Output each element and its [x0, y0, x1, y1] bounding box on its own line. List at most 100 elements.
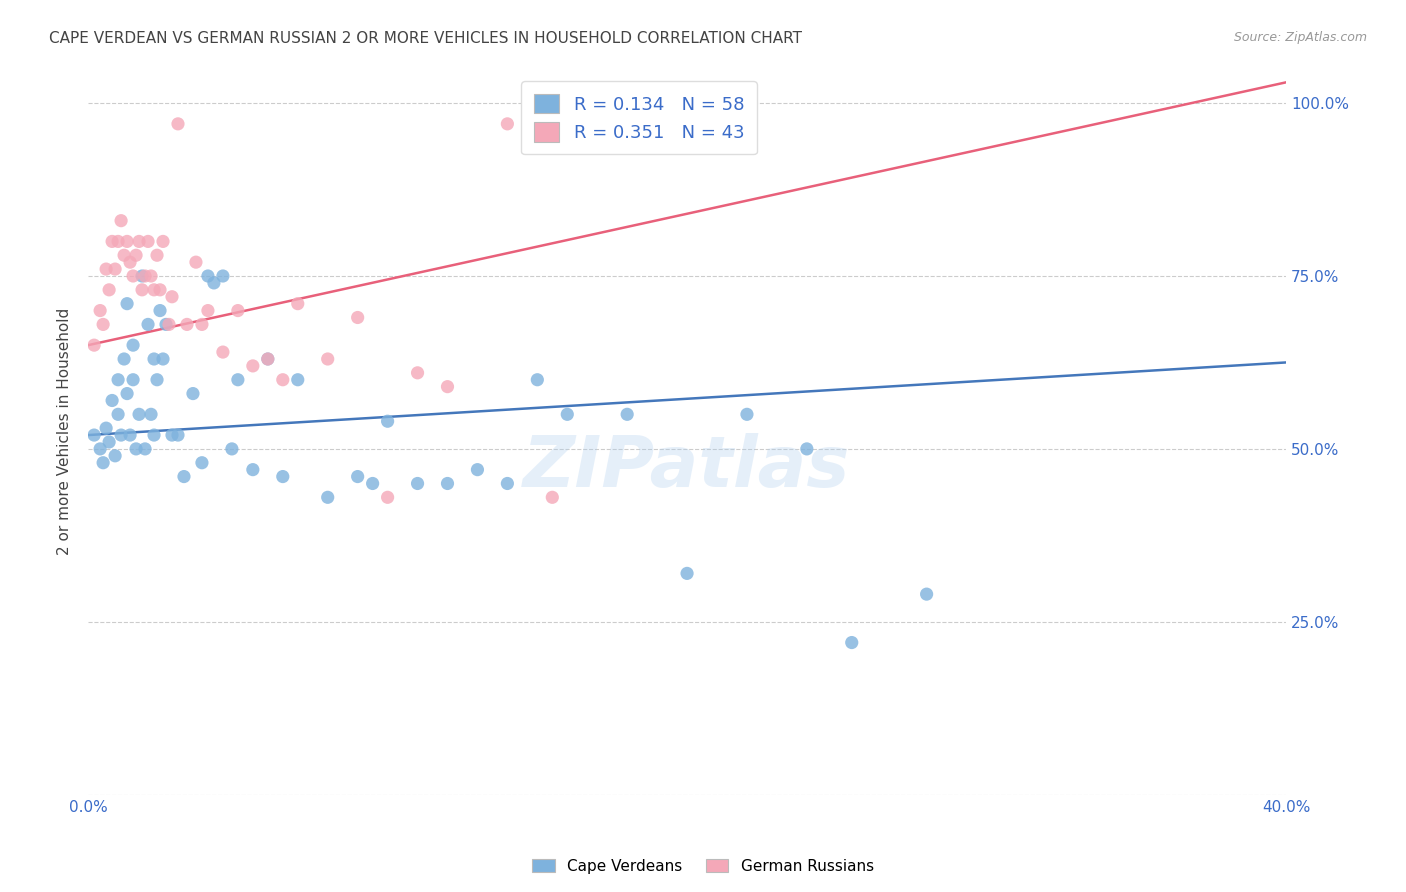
Text: CAPE VERDEAN VS GERMAN RUSSIAN 2 OR MORE VEHICLES IN HOUSEHOLD CORRELATION CHART: CAPE VERDEAN VS GERMAN RUSSIAN 2 OR MORE…: [49, 31, 803, 46]
Point: [115, 386, 138, 401]
Point: [101, 235, 124, 249]
Point: [125, 248, 148, 262]
Point: [122, 338, 145, 352]
Point: [197, 303, 219, 318]
Point: [107, 407, 129, 421]
Point: [91, 456, 114, 470]
Point: [83, 338, 105, 352]
Point: [112, 248, 135, 262]
Point: [136, 318, 159, 332]
Point: [120, 255, 142, 269]
Point: [94, 262, 117, 277]
Point: [287, 296, 309, 310]
Point: [157, 318, 180, 332]
Point: [160, 290, 183, 304]
Point: [122, 373, 145, 387]
Point: [406, 366, 429, 380]
Point: [167, 117, 190, 131]
Point: [104, 449, 127, 463]
Point: [149, 283, 172, 297]
Point: [107, 235, 129, 249]
Point: [101, 393, 124, 408]
Point: [128, 235, 150, 249]
Point: [316, 491, 339, 505]
Point: [316, 351, 339, 366]
Point: [467, 463, 489, 477]
Point: [676, 566, 699, 581]
Point: [271, 373, 294, 387]
Point: [152, 351, 174, 366]
Point: [120, 428, 142, 442]
Point: [143, 428, 166, 442]
Point: [155, 318, 177, 332]
Point: [98, 434, 121, 449]
Point: [346, 310, 368, 325]
Point: [125, 442, 148, 456]
Point: [287, 373, 309, 387]
Text: ZIPatlas: ZIPatlas: [523, 434, 851, 502]
Legend: Cape Verdeans, German Russians: Cape Verdeans, German Russians: [526, 853, 880, 880]
Point: [555, 407, 578, 421]
Point: [146, 248, 169, 262]
Point: [143, 283, 166, 297]
Point: [173, 469, 195, 483]
Point: [181, 386, 204, 401]
Point: [83, 428, 105, 442]
Point: [191, 456, 214, 470]
Point: [212, 268, 235, 283]
Point: [226, 373, 249, 387]
Point: [496, 117, 519, 131]
Point: [377, 414, 399, 428]
Point: [256, 351, 278, 366]
Point: [202, 276, 225, 290]
Point: [616, 407, 638, 421]
Text: Source: ZipAtlas.com: Source: ZipAtlas.com: [1233, 31, 1367, 45]
Point: [139, 268, 162, 283]
Point: [115, 296, 138, 310]
Point: [176, 318, 198, 332]
Point: [122, 268, 145, 283]
Point: [915, 587, 938, 601]
Point: [115, 235, 138, 249]
Point: [541, 491, 564, 505]
Point: [256, 351, 278, 366]
Point: [242, 359, 264, 373]
Point: [406, 476, 429, 491]
Point: [94, 421, 117, 435]
Point: [226, 303, 249, 318]
Point: [149, 303, 172, 318]
Y-axis label: 2 or more Vehicles in Household: 2 or more Vehicles in Household: [58, 308, 72, 555]
Point: [242, 463, 264, 477]
Point: [377, 491, 399, 505]
Point: [89, 442, 111, 456]
Point: [346, 469, 368, 483]
Point: [496, 476, 519, 491]
Point: [191, 318, 214, 332]
Point: [271, 469, 294, 483]
Point: [98, 283, 121, 297]
Point: [107, 373, 129, 387]
Point: [136, 235, 159, 249]
Point: [841, 635, 863, 649]
Point: [134, 442, 156, 456]
Point: [184, 255, 207, 269]
Point: [197, 268, 219, 283]
Point: [131, 268, 153, 283]
Point: [143, 351, 166, 366]
Point: [436, 379, 458, 393]
Point: [436, 476, 458, 491]
Point: [160, 428, 183, 442]
Point: [110, 428, 132, 442]
Point: [361, 476, 384, 491]
Point: [221, 442, 243, 456]
Point: [152, 235, 174, 249]
Point: [131, 283, 153, 297]
Point: [91, 318, 114, 332]
Point: [167, 428, 190, 442]
Point: [104, 262, 127, 277]
Point: [735, 407, 758, 421]
Point: [128, 407, 150, 421]
Point: [110, 213, 132, 227]
Point: [134, 268, 156, 283]
Point: [146, 373, 169, 387]
